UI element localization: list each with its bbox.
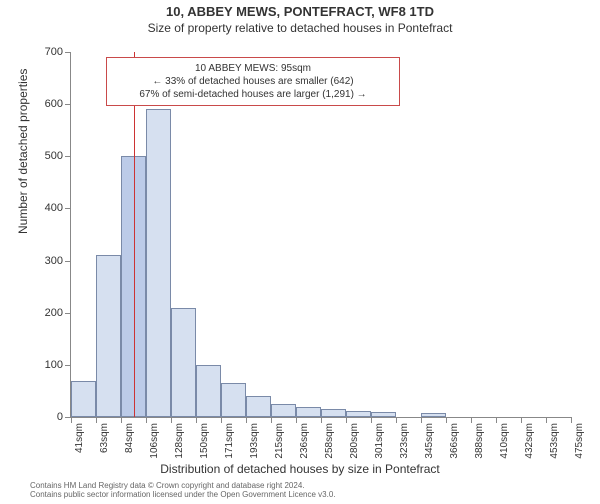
attribution-footer: Contains HM Land Registry data © Crown c… bbox=[30, 481, 336, 500]
x-tick-label: 84sqm bbox=[124, 423, 135, 453]
x-tick-label: 410sqm bbox=[499, 423, 510, 459]
x-tick-label: 388sqm bbox=[474, 423, 485, 459]
y-tick bbox=[65, 313, 71, 314]
x-tick bbox=[171, 417, 172, 423]
x-tick bbox=[421, 417, 422, 423]
histogram-bar bbox=[221, 383, 246, 417]
histogram-bar bbox=[146, 109, 171, 417]
x-tick-label: 128sqm bbox=[174, 423, 185, 459]
x-tick-label: 236sqm bbox=[299, 423, 310, 459]
x-tick bbox=[396, 417, 397, 423]
x-tick-label: 345sqm bbox=[424, 423, 435, 459]
y-tick bbox=[65, 52, 71, 53]
histogram-bar bbox=[71, 381, 96, 418]
histogram-bar bbox=[271, 404, 296, 417]
x-tick bbox=[271, 417, 272, 423]
annotation-box: 10 ABBEY MEWS: 95sqm← 33% of detached ho… bbox=[106, 57, 400, 106]
y-tick-label: 600 bbox=[45, 98, 63, 110]
x-tick-label: 41sqm bbox=[74, 423, 85, 453]
x-tick-label: 215sqm bbox=[274, 423, 285, 459]
x-tick bbox=[71, 417, 72, 423]
x-tick bbox=[321, 417, 322, 423]
annotation-line: 10 ABBEY MEWS: 95sqm bbox=[113, 62, 393, 75]
x-tick bbox=[571, 417, 572, 423]
histogram-bar bbox=[371, 412, 396, 417]
chart-subtitle: Size of property relative to detached ho… bbox=[0, 21, 600, 35]
y-tick-label: 400 bbox=[45, 202, 63, 214]
x-tick bbox=[346, 417, 347, 423]
histogram-bar bbox=[421, 413, 446, 417]
x-tick bbox=[196, 417, 197, 423]
y-tick bbox=[65, 156, 71, 157]
y-tick-label: 200 bbox=[45, 307, 63, 319]
y-tick bbox=[65, 261, 71, 262]
reference-line bbox=[134, 52, 135, 417]
histogram-bar bbox=[196, 365, 221, 417]
x-tick-label: 193sqm bbox=[249, 423, 260, 459]
x-tick bbox=[146, 417, 147, 423]
x-tick-label: 432sqm bbox=[524, 423, 535, 459]
x-tick-label: 63sqm bbox=[99, 423, 110, 453]
x-tick-label: 475sqm bbox=[574, 423, 585, 459]
x-tick-label: 301sqm bbox=[374, 423, 385, 459]
x-tick bbox=[471, 417, 472, 423]
x-tick bbox=[521, 417, 522, 423]
x-tick-label: 106sqm bbox=[149, 423, 160, 459]
y-tick bbox=[65, 104, 71, 105]
x-axis-label: Distribution of detached houses by size … bbox=[0, 462, 600, 476]
footer-line-1: Contains HM Land Registry data © Crown c… bbox=[30, 481, 336, 491]
x-tick bbox=[371, 417, 372, 423]
x-tick bbox=[296, 417, 297, 423]
x-tick bbox=[221, 417, 222, 423]
x-tick-label: 150sqm bbox=[199, 423, 210, 459]
histogram-bar bbox=[296, 407, 321, 417]
chart-container: 10, ABBEY MEWS, PONTEFRACT, WF8 1TD Size… bbox=[0, 4, 600, 504]
chart-title: 10, ABBEY MEWS, PONTEFRACT, WF8 1TD bbox=[0, 4, 600, 19]
annotation-line: ← 33% of detached houses are smaller (64… bbox=[113, 75, 393, 88]
plot-region: 010020030040050060070041sqm63sqm84sqm106… bbox=[70, 52, 571, 418]
x-tick bbox=[446, 417, 447, 423]
histogram-bar bbox=[321, 409, 346, 417]
x-tick bbox=[546, 417, 547, 423]
x-tick-label: 453sqm bbox=[549, 423, 560, 459]
histogram-bar bbox=[246, 396, 271, 417]
x-tick-label: 171sqm bbox=[224, 423, 235, 459]
x-tick bbox=[96, 417, 97, 423]
y-tick bbox=[65, 365, 71, 366]
y-tick-label: 100 bbox=[45, 359, 63, 371]
y-tick bbox=[65, 208, 71, 209]
y-tick-label: 0 bbox=[57, 411, 63, 423]
y-tick-label: 500 bbox=[45, 150, 63, 162]
y-tick-label: 300 bbox=[45, 255, 63, 267]
chart-area: 010020030040050060070041sqm63sqm84sqm106… bbox=[70, 52, 570, 417]
histogram-bar bbox=[346, 411, 371, 417]
y-tick-label: 700 bbox=[45, 46, 63, 58]
x-tick-label: 323sqm bbox=[399, 423, 410, 459]
y-axis-label: Number of detached properties bbox=[16, 69, 30, 234]
x-tick-label: 366sqm bbox=[449, 423, 460, 459]
histogram-bar bbox=[96, 255, 121, 417]
x-tick-label: 280sqm bbox=[349, 423, 360, 459]
x-tick bbox=[246, 417, 247, 423]
footer-line-2: Contains public sector information licen… bbox=[30, 490, 336, 500]
x-tick bbox=[121, 417, 122, 423]
x-tick-label: 258sqm bbox=[324, 423, 335, 459]
annotation-line: 67% of semi-detached houses are larger (… bbox=[113, 88, 393, 101]
histogram-bar bbox=[171, 308, 196, 418]
x-tick bbox=[496, 417, 497, 423]
